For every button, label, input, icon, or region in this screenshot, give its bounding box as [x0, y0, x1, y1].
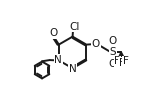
Text: O: O — [109, 36, 117, 46]
Text: F: F — [114, 56, 120, 66]
Text: O: O — [49, 28, 58, 38]
Text: F: F — [119, 58, 124, 68]
Text: S: S — [109, 47, 116, 58]
Text: F: F — [123, 56, 128, 66]
Text: N: N — [54, 55, 62, 65]
Text: N: N — [69, 64, 77, 74]
Text: O: O — [92, 39, 100, 49]
Text: O: O — [109, 59, 117, 69]
Text: Cl: Cl — [69, 21, 80, 32]
